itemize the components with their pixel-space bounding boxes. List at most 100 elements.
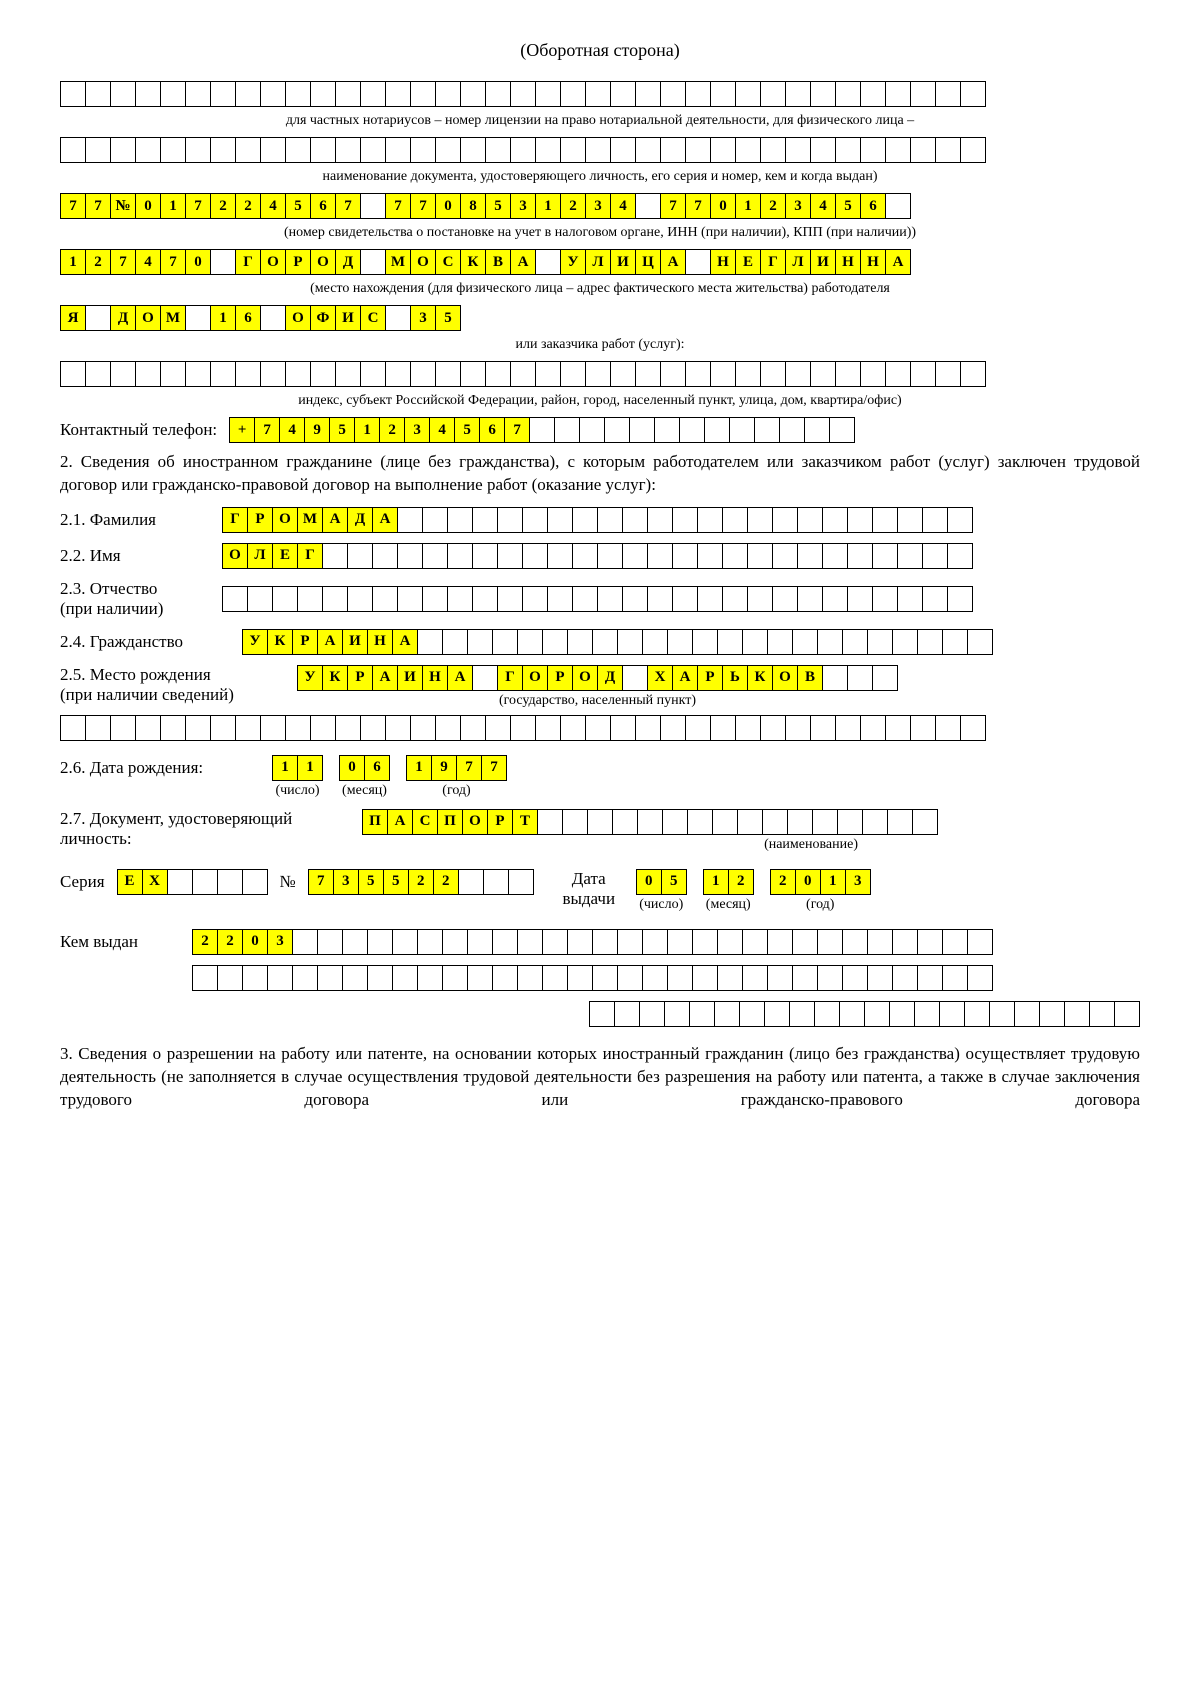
caption-issue-day: (число) [639, 897, 683, 913]
cell [897, 543, 923, 569]
cell: 1 [297, 755, 323, 781]
cell [785, 715, 811, 741]
cell: Л [585, 249, 611, 275]
row-issued-by-1: Кем выдан 2203 [60, 929, 1140, 955]
caption-id-document: (наименование) [362, 837, 938, 853]
cell [435, 361, 461, 387]
cell [185, 137, 211, 163]
cell: С [360, 305, 386, 331]
cell: О [572, 665, 598, 691]
cell [654, 417, 680, 443]
birthdate-year-group: 1977 (год) [406, 755, 507, 799]
cell: 7 [504, 417, 530, 443]
cell: 5 [383, 869, 409, 895]
section-3-text: 3. Сведения о разрешении на работу или п… [60, 1043, 1140, 1112]
cell: 3 [845, 869, 871, 895]
cell [372, 586, 398, 612]
row-address-2: ЯДОМ16ОФИС35 [60, 305, 1140, 331]
cell [839, 1001, 865, 1027]
cell [589, 1001, 615, 1027]
cell [260, 305, 286, 331]
cell [885, 137, 911, 163]
cell [685, 715, 711, 741]
cell [797, 586, 823, 612]
cell [864, 1001, 890, 1027]
cell [585, 137, 611, 163]
cell [385, 81, 411, 107]
cell: О [272, 507, 298, 533]
cell [647, 507, 673, 533]
cell [710, 715, 736, 741]
cell [135, 137, 161, 163]
cell [742, 629, 768, 655]
cell [510, 715, 536, 741]
cell [612, 809, 638, 835]
cell: + [229, 417, 255, 443]
row-phone: Контактный телефон: +74951234567 [60, 417, 1140, 443]
label-birthdate: 2.6. Дата рождения: [60, 755, 260, 781]
cell [435, 715, 461, 741]
cell [662, 809, 688, 835]
cell [692, 965, 718, 991]
cell: 0 [795, 869, 821, 895]
cell [410, 361, 436, 387]
cell [942, 929, 968, 955]
cell [535, 81, 561, 107]
cell [310, 715, 336, 741]
cell [764, 1001, 790, 1027]
cell [872, 543, 898, 569]
cell: М [385, 249, 411, 275]
cell [835, 715, 861, 741]
cell [110, 361, 136, 387]
cell [747, 543, 773, 569]
cell [260, 715, 286, 741]
cell [642, 929, 668, 955]
cell [467, 929, 493, 955]
cell [510, 137, 536, 163]
cell: П [362, 809, 388, 835]
cell: 7 [185, 193, 211, 219]
cell: 6 [860, 193, 886, 219]
row-citizenship: 2.4. Гражданство УКРАИНА [60, 629, 1140, 655]
cell [685, 81, 711, 107]
cell: О [222, 543, 248, 569]
cell [460, 137, 486, 163]
cell [642, 629, 668, 655]
cell [360, 715, 386, 741]
cell [422, 543, 448, 569]
cell [217, 869, 243, 895]
cell: В [485, 249, 511, 275]
cell [604, 417, 630, 443]
cell: Н [422, 665, 448, 691]
cell [417, 929, 443, 955]
cell: 1 [60, 249, 86, 275]
cell: А [672, 665, 698, 691]
caption-year: (год) [442, 783, 470, 799]
label-issue-date-1: Дата [554, 869, 624, 889]
cell [772, 543, 798, 569]
cell: 1 [820, 869, 846, 895]
cell: Р [347, 665, 373, 691]
cell: 1 [160, 193, 186, 219]
cell [935, 361, 961, 387]
cell [610, 715, 636, 741]
cell [492, 965, 518, 991]
cell [789, 1001, 815, 1027]
cell [385, 715, 411, 741]
cell [235, 81, 261, 107]
cell [260, 81, 286, 107]
cell [885, 193, 911, 219]
cell: 1 [210, 305, 236, 331]
cell [960, 137, 986, 163]
cell: К [460, 249, 486, 275]
cell [735, 715, 761, 741]
cell: 6 [479, 417, 505, 443]
caption-address-1: (место нахождения (для физического лица … [60, 281, 1140, 297]
cell [135, 361, 161, 387]
cell [685, 361, 711, 387]
cell [629, 417, 655, 443]
cell: Г [497, 665, 523, 691]
cell [622, 507, 648, 533]
cell [667, 929, 693, 955]
cell [135, 715, 161, 741]
